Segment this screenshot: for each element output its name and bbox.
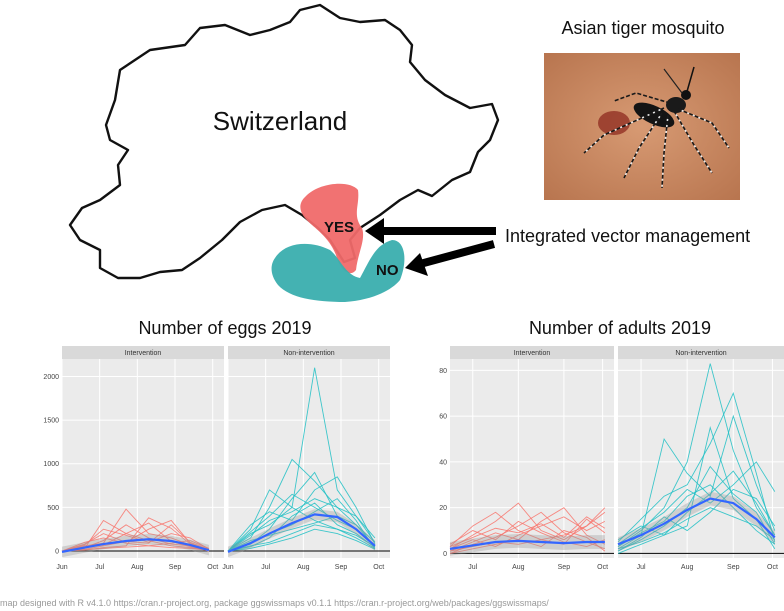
series-line bbox=[61, 540, 210, 552]
x-tick-label: Oct bbox=[597, 564, 608, 571]
y-tick-label: 20 bbox=[439, 505, 447, 512]
switzerland-map bbox=[68, 3, 500, 302]
x-tick-label: Sep bbox=[169, 564, 182, 571]
country-label: Switzerland bbox=[212, 106, 348, 136]
series-line bbox=[227, 498, 376, 552]
y-tick-label: 1000 bbox=[43, 461, 59, 468]
series-line bbox=[449, 511, 606, 547]
mosquito-photo bbox=[544, 53, 740, 200]
series-line bbox=[449, 520, 606, 548]
series-line bbox=[61, 537, 209, 552]
yes-label: YES bbox=[324, 219, 355, 236]
mosquito-image bbox=[544, 53, 740, 200]
y-tick-label: 2000 bbox=[43, 374, 59, 381]
series-line bbox=[61, 528, 210, 552]
facet-label: Non-intervention bbox=[283, 350, 334, 357]
panel-background bbox=[62, 359, 224, 558]
facet-label: Intervention bbox=[514, 350, 551, 357]
series-line bbox=[449, 516, 606, 547]
series-line bbox=[449, 530, 606, 554]
trend-confidence-band bbox=[62, 533, 209, 558]
series-line bbox=[617, 465, 776, 552]
series-line bbox=[617, 507, 776, 550]
series-line bbox=[449, 511, 606, 554]
series-line bbox=[227, 489, 376, 552]
y-tick-label: 1500 bbox=[43, 418, 59, 425]
series-line bbox=[617, 392, 776, 543]
eggs-chart: Intervention Jun Jul Aug Sep Oct 0 500 1000 1500 2… bbox=[43, 346, 390, 571]
y-tick-label: 80 bbox=[439, 368, 447, 375]
trend-line bbox=[449, 539, 605, 550]
x-tick-label: Sep bbox=[558, 564, 571, 571]
series-line bbox=[227, 524, 376, 552]
eggs-chart-title: Number of eggs 2019 bbox=[138, 318, 312, 338]
trend-line bbox=[227, 513, 376, 553]
x-tick-label: Oct bbox=[207, 564, 218, 571]
x-tick-label: Oct bbox=[767, 564, 778, 571]
facet-label: Intervention bbox=[125, 350, 162, 357]
x-tick-label: Jun bbox=[56, 564, 67, 571]
series-line bbox=[617, 414, 776, 550]
trend-confidence-band bbox=[228, 509, 375, 558]
series-line bbox=[617, 484, 776, 547]
x-tick-label: Aug bbox=[512, 564, 525, 571]
trend-line bbox=[617, 497, 776, 546]
series-line bbox=[61, 519, 210, 552]
x-tick-label: Sep bbox=[727, 564, 740, 571]
yes-region bbox=[300, 183, 364, 274]
adults-chart: Intervention Jul Aug Sep Oct 0 20 40 60 80 Non-int… bbox=[439, 346, 784, 571]
no-arrow bbox=[405, 240, 496, 276]
panel-background bbox=[228, 359, 390, 558]
facet-label: Non-intervention bbox=[675, 350, 726, 357]
x-tick-label: Jul bbox=[637, 564, 646, 571]
y-tick-label: 40 bbox=[439, 459, 447, 466]
facet-strip bbox=[62, 346, 224, 359]
facet-strip bbox=[618, 346, 784, 359]
no-label: NO bbox=[376, 262, 399, 279]
x-tick-label: Jul bbox=[261, 564, 270, 571]
adults-chart-title: Number of adults 2019 bbox=[528, 318, 712, 338]
facet-strip bbox=[450, 346, 614, 359]
series-line bbox=[449, 516, 606, 550]
x-tick-label: Jul bbox=[95, 564, 104, 571]
switzerland-outline bbox=[68, 3, 500, 280]
x-tick-label: Jun bbox=[222, 564, 233, 571]
no-region bbox=[271, 240, 405, 302]
facet-strip bbox=[228, 346, 390, 359]
trend-line bbox=[61, 538, 210, 553]
y-tick-label: 60 bbox=[439, 414, 447, 421]
footer-credit: map designed with R v4.1.0 https://cran.… bbox=[0, 598, 549, 608]
y-tick-label: 0 bbox=[443, 551, 447, 558]
x-tick-label: Aug bbox=[297, 564, 310, 571]
series-line bbox=[61, 524, 210, 552]
integrated-vector-management-label: Integrated vector management bbox=[505, 226, 751, 246]
series-line bbox=[617, 461, 776, 545]
x-tick-label: Oct bbox=[373, 564, 384, 571]
x-tick-label: Sep bbox=[335, 564, 348, 571]
x-tick-label: Aug bbox=[681, 564, 694, 571]
photo-title: Asian tiger mosquito bbox=[561, 18, 725, 38]
trend-confidence-band bbox=[618, 491, 775, 552]
x-tick-label: Jul bbox=[468, 564, 477, 571]
yes-arrow bbox=[365, 218, 496, 244]
panel-background bbox=[450, 359, 614, 558]
y-tick-label: 0 bbox=[55, 549, 59, 556]
series-line bbox=[227, 528, 376, 552]
series-line bbox=[227, 515, 376, 552]
y-tick-label: 500 bbox=[47, 505, 59, 512]
x-tick-label: Aug bbox=[131, 564, 144, 571]
trend-confidence-band bbox=[450, 533, 605, 556]
